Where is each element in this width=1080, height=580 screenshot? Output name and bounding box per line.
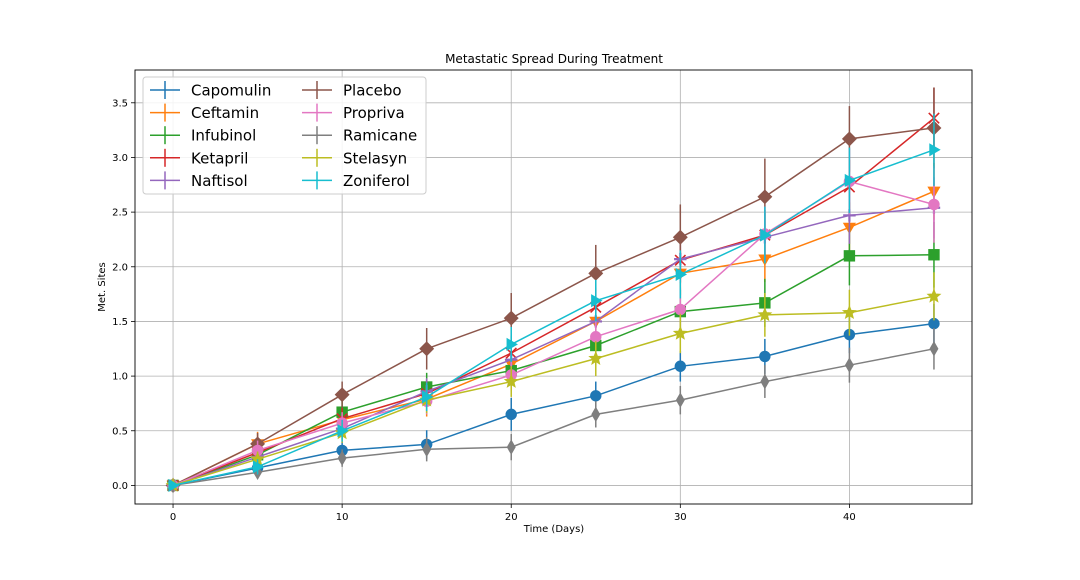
data-point (588, 265, 604, 281)
x-tick-label: 10 (336, 512, 349, 523)
data-point (252, 460, 265, 474)
legend-item-ceftamin: Ceftamin (150, 103, 259, 122)
x-tick-label: 40 (843, 512, 856, 523)
data-point (337, 450, 347, 466)
series-group (165, 87, 942, 494)
data-point (757, 307, 773, 322)
data-point (929, 143, 941, 157)
series-ramicane (168, 327, 939, 494)
data-point (422, 390, 434, 404)
y-tick-label: 1.0 (112, 372, 128, 383)
data-point (757, 189, 773, 205)
y-tick-label: 2.0 (112, 262, 128, 273)
legend-item-zoniferol: Zoniferol (302, 171, 410, 190)
y-tick-label: 0.5 (112, 426, 128, 437)
data-point (928, 249, 940, 261)
series-line (172, 254, 935, 487)
y-tick-label: 1.5 (112, 317, 128, 328)
data-point (674, 303, 687, 316)
data-point (844, 357, 854, 373)
series-line (172, 190, 935, 487)
y-tick-label: 2.5 (112, 208, 128, 219)
series-zoniferol (168, 113, 941, 493)
data-point (928, 198, 940, 211)
data-point (419, 341, 435, 357)
y-tick-label: 3.0 (112, 153, 128, 164)
data-point (841, 304, 857, 320)
data-point (591, 406, 601, 423)
legend-label: Stelasyn (343, 149, 407, 167)
data-point (506, 439, 516, 455)
y-tick-label: 3.5 (112, 98, 128, 109)
legend-item-naftisol: Naftisol (150, 171, 248, 190)
legend-label: Placebo (343, 82, 402, 100)
data-point (929, 341, 939, 357)
series-line (172, 149, 935, 487)
series-capomulin (167, 303, 940, 492)
data-point (843, 250, 856, 262)
x-axis-label: Time (Days) (523, 524, 585, 535)
legend-item-stelasyn: Stelasyn (302, 148, 407, 167)
data-point (422, 441, 432, 458)
data-point (590, 390, 602, 402)
legend: Capomulin Ceftamin Infubinol Ketapril Naftis… (142, 76, 427, 195)
data-point (672, 325, 688, 340)
legend-label: Infubinol (191, 127, 256, 145)
legend-item-ramicane: Ramicane (302, 126, 417, 145)
axes: 0 10 20 30 40 0.0 0.5 1.0 1.5 2.0 2.5 3.0 3.5 (112, 69, 973, 523)
legend-label: Ramicane (343, 127, 417, 145)
legend-item-placebo: Placebo (302, 81, 402, 100)
chart-title: Metastatic Spread During Treatment (445, 52, 663, 66)
data-point (505, 408, 517, 421)
y-axis-label: Met. Sites (97, 262, 108, 311)
legend-label: Capomulin (191, 82, 271, 100)
legend-item-propriva: Propriva (302, 103, 405, 122)
data-point (503, 310, 519, 326)
series-line (172, 348, 935, 487)
legend-item-ketapril: Ketapril (150, 148, 248, 167)
series-line (172, 117, 935, 487)
x-tick-label: 30 (674, 512, 687, 523)
data-point (503, 373, 519, 388)
data-point (844, 173, 857, 188)
data-point (675, 267, 688, 282)
data-point (672, 229, 688, 245)
data-point (168, 478, 180, 493)
y-tick-label: 0.0 (112, 481, 128, 492)
series-naftisol (166, 177, 941, 492)
plot-frame (134, 69, 973, 505)
data-point (334, 387, 350, 403)
x-tick-label: 0 (170, 512, 176, 523)
data-point (841, 131, 857, 147)
legend-item-capomulin: Capomulin (150, 81, 271, 100)
x-tick-label: 20 (505, 512, 518, 523)
data-point (588, 350, 604, 365)
series-propriva (167, 148, 940, 492)
series-line (172, 127, 935, 487)
legend-box (142, 76, 427, 195)
legend-label: Naftisol (191, 172, 248, 190)
series-line (172, 295, 935, 487)
series-line (172, 322, 935, 487)
legend-label: Ketapril (191, 149, 248, 167)
data-point (760, 373, 770, 390)
data-point (337, 424, 349, 438)
legend-label: Zoniferol (343, 172, 410, 190)
data-point (591, 294, 603, 308)
data-point (760, 228, 772, 242)
series-stelasyn (165, 272, 942, 492)
legend-label: Propriva (343, 104, 405, 122)
legend-label: Ceftamin (191, 104, 259, 122)
data-point (675, 392, 685, 408)
data-point (506, 337, 518, 351)
legend-item-infubinol: Infubinol (150, 126, 256, 145)
series-line (172, 206, 935, 487)
data-point (590, 331, 602, 343)
data-point (674, 360, 687, 372)
data-point (759, 350, 771, 363)
data-point (926, 288, 942, 303)
